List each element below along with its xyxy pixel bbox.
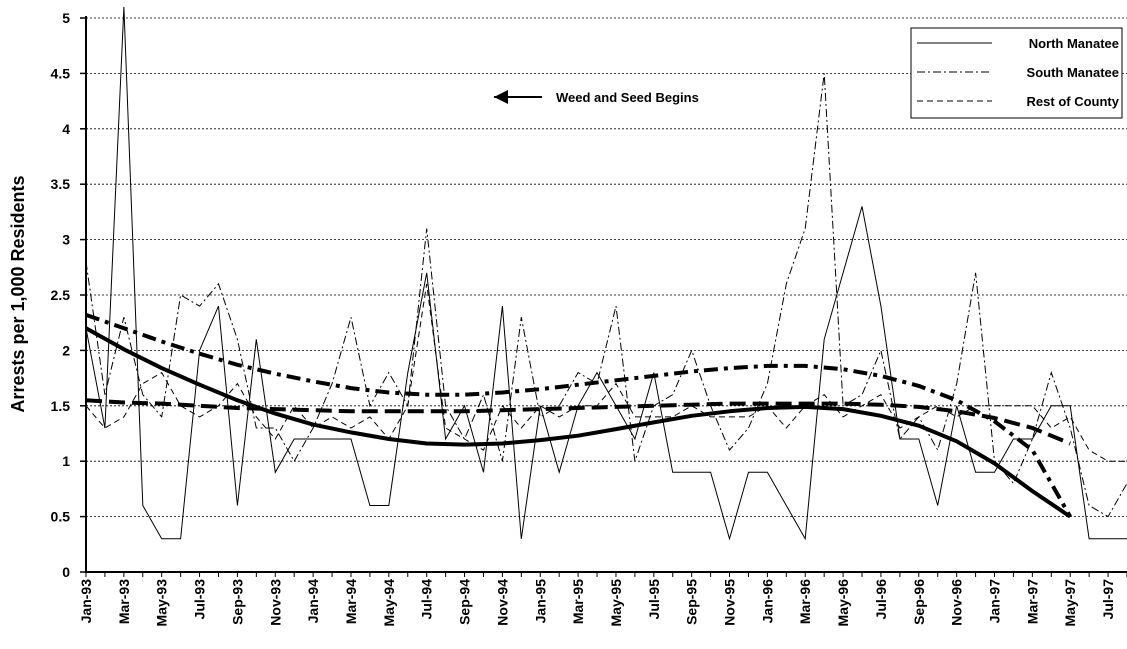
trend-lines [85,313,1072,519]
trend-line-north-manatee [85,326,1072,519]
y-tick-label: 5 [62,10,70,26]
annotation-text: Weed and Seed Begins [556,90,699,105]
x-tick-label: Jul-95 [646,579,662,620]
x-axis-ticks: Jan-93 Mar-93 May-93 Jul-93 Sep-93 Nov-93 Jan-… [78,572,1127,626]
annotation: Weed and Seed Begins [494,90,699,105]
series-line-rest-of-county [85,283,1127,462]
x-tick-label: Mar-97 [1024,579,1040,624]
x-tick-label: Sep-94 [457,579,473,625]
legend-label-south: South Manatee [1027,65,1119,80]
x-tick-label: Sep-95 [684,579,700,625]
gridlines [86,17,1127,517]
y-tick-label: 4 [62,121,70,137]
trend-line-south-manatee [85,313,1072,518]
x-tick-label: May-94 [381,579,397,627]
x-tick-label: May-97 [1062,579,1078,627]
legend: North Manatee South Manatee Rest of Coun… [910,27,1123,119]
x-tick-label: Nov-94 [494,579,510,626]
y-tick-label: 1 [62,453,70,469]
x-tick-label: Nov-96 [949,579,965,626]
x-tick-label: May-95 [608,579,624,627]
x-tick-label: Mar-95 [570,579,586,624]
x-tick-label: Jan-94 [305,579,321,624]
x-tick-label: Mar-93 [116,579,132,624]
y-tick-label: 0.5 [51,509,71,525]
x-tick-label: Jan-97 [987,579,1003,624]
y-tick-label: 2.5 [51,287,71,303]
y-tick-label: 2 [62,342,70,358]
x-tick-label: Jul-94 [419,579,435,620]
x-tick-label: Nov-93 [267,579,283,626]
x-tick-label: May-96 [835,579,851,627]
x-tick-label: Jul-93 [192,579,208,620]
x-tick-label: Mar-94 [343,579,359,624]
x-tick-label: Jan-93 [78,579,94,624]
x-tick-label: Jul-96 [873,579,889,620]
x-tick-label: Sep-96 [911,579,927,625]
x-tick-label: Sep-93 [229,579,245,625]
series-lines [85,6,1127,541]
y-axis-ticks: 0 0.5 1 1.5 2 2.5 3 3.5 4 4.5 5 [51,10,86,580]
x-tick-label: Jan-95 [532,579,548,624]
y-tick-label: 3.5 [51,176,71,192]
series-line-south-manatee [85,73,1127,518]
y-tick-label: 3 [62,232,70,248]
trend-line-rest-of-county [85,398,1071,446]
x-tick-label: Jan-96 [759,579,775,624]
legend-label-rest: Rest of County [1027,94,1120,109]
series-line-north-manatee [85,6,1127,541]
x-tick-label: May-93 [154,579,170,627]
x-tick-label: Nov-95 [722,579,738,626]
y-tick-label: 1.5 [51,398,71,414]
y-tick-label: 4.5 [51,65,71,81]
y-tick-label: 0 [62,564,70,580]
y-axis-label: Arrests per 1,000 Residents [8,175,28,412]
left-arrow-icon [494,90,508,104]
legend-label-north: North Manatee [1029,36,1119,51]
x-tick-label: Mar-96 [797,579,813,624]
x-tick-label: Jul-97 [1100,579,1116,620]
